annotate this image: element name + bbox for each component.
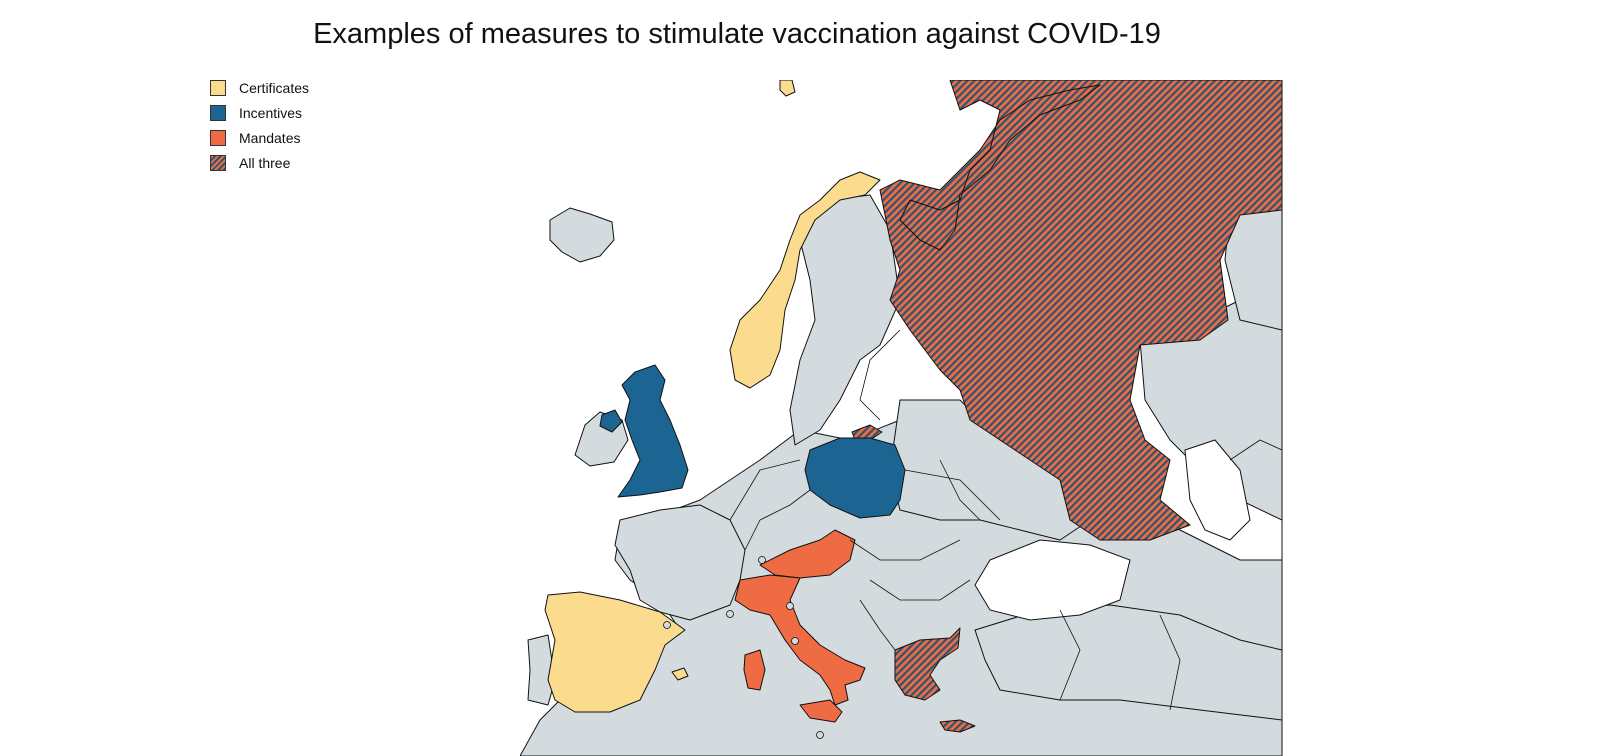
country-norway <box>729 171 881 389</box>
legend: Certificates Incentives Mandates All thr… <box>210 75 309 175</box>
country-france <box>614 504 746 621</box>
caspian-sea <box>1184 439 1251 541</box>
country-united-kingdom <box>617 364 689 498</box>
legend-swatch-mandates <box>210 129 226 146</box>
country-greece <box>894 627 961 701</box>
microstate-markers <box>663 556 824 739</box>
legend-item-mandates: Mandates <box>210 125 309 150</box>
map-title: Examples of measures to stimulate vaccin… <box>313 18 1161 50</box>
legend-swatch-incentives <box>210 104 226 121</box>
country-sweden-finland <box>789 194 901 446</box>
country-russia <box>879 80 1282 541</box>
country-poland <box>804 437 906 519</box>
country-turkey <box>974 604 1282 721</box>
country-svalbard <box>779 80 796 97</box>
legend-swatch-all-three <box>210 154 226 171</box>
legend-label-mandates: Mandates <box>239 129 301 146</box>
legend-item-incentives: Incentives <box>210 100 309 125</box>
country-northern-ireland <box>599 409 623 433</box>
legend-item-certificates: Certificates <box>210 75 309 100</box>
country-iceland <box>549 207 615 263</box>
legend-swatch-certificates <box>210 79 226 96</box>
legend-label-certificates: Certificates <box>239 79 310 96</box>
legend-label-all-three: All three <box>239 154 291 171</box>
legend-item-all-three: All three <box>210 150 309 175</box>
black-sea <box>974 539 1131 621</box>
country-spain <box>544 591 686 713</box>
country-balearic-islands <box>671 667 689 681</box>
country-portugal <box>527 634 556 706</box>
country-sicily <box>799 699 843 723</box>
country-crete <box>939 719 976 733</box>
internal-borders <box>729 329 1282 711</box>
country-sardinia <box>743 649 766 691</box>
legend-label-incentives: Incentives <box>239 104 303 121</box>
